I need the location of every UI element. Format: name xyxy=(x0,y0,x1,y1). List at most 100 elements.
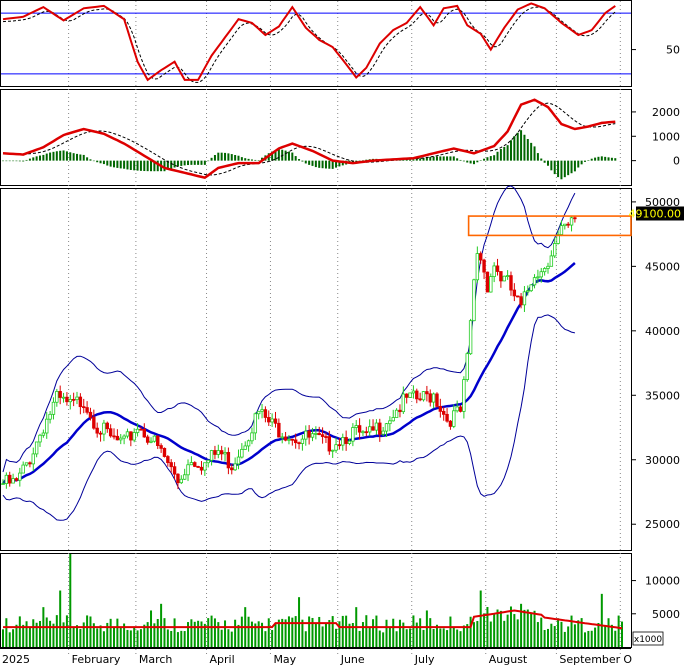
macd-histogram-bar xyxy=(469,160,472,164)
candle-body xyxy=(330,449,335,452)
candle-body xyxy=(293,439,298,444)
macd-histogram-bar xyxy=(119,160,122,169)
candle-body xyxy=(85,407,89,413)
candle-body xyxy=(21,464,25,474)
macd-histogram-bar xyxy=(590,158,593,161)
volume-panel-frame xyxy=(0,553,632,648)
macd-histogram-bar xyxy=(96,160,99,163)
volume-bar xyxy=(119,627,122,647)
candle-body xyxy=(11,478,15,484)
volume-bar xyxy=(452,627,455,647)
macd-histogram-bar xyxy=(318,160,321,168)
candle-body xyxy=(324,436,328,438)
volume-bar xyxy=(39,620,42,647)
candle-body xyxy=(519,296,523,306)
macd-histogram-bar xyxy=(604,156,607,161)
volume-bar xyxy=(476,621,479,647)
macd-histogram-bar xyxy=(230,154,233,161)
candle-body xyxy=(482,259,486,273)
axes: 50 0 1000 2000 25000 30000 35000 40000 45000 5000… xyxy=(2,44,684,666)
volume-bar xyxy=(86,615,89,647)
volume-bar xyxy=(217,622,220,647)
volume-bar xyxy=(560,621,563,647)
volume-bar xyxy=(183,631,186,647)
candle-body xyxy=(509,275,513,291)
volume-bar xyxy=(22,624,25,647)
volume-bar xyxy=(45,617,48,647)
macd-histogram-bar xyxy=(573,160,576,172)
candle-body xyxy=(18,472,22,481)
macd-histogram-bar xyxy=(271,151,274,161)
candle-body xyxy=(489,276,493,293)
macd-histogram-bar xyxy=(203,160,206,165)
macd-histogram-bar xyxy=(35,156,38,161)
volume-bar xyxy=(553,626,556,647)
volume-bar xyxy=(32,619,35,647)
candle-body xyxy=(307,430,311,438)
candle-body xyxy=(169,462,173,468)
volume-bar xyxy=(621,621,623,647)
candle-body xyxy=(230,467,234,471)
volume-bar xyxy=(520,603,523,647)
panel-frames xyxy=(0,0,632,649)
candle-body xyxy=(273,418,278,424)
macd-histogram-bar xyxy=(173,160,176,168)
candle-body xyxy=(119,437,123,441)
candle-body xyxy=(391,417,395,422)
volume-bar xyxy=(72,627,75,647)
macd-histogram-bar xyxy=(456,158,459,161)
candle-body xyxy=(465,353,469,381)
last-price-label: 49100.00 xyxy=(629,207,682,220)
volume-bar xyxy=(415,622,418,647)
candle-body xyxy=(381,430,385,435)
macd-histogram-bar xyxy=(358,160,361,162)
macd-histogram-bar xyxy=(92,160,95,162)
volume-bar xyxy=(277,619,280,647)
candle-body xyxy=(539,271,543,278)
candle-body xyxy=(240,448,244,458)
candle-body xyxy=(112,435,116,438)
candle-body xyxy=(206,459,210,464)
macd-histogram-bar xyxy=(109,160,112,167)
candle-body xyxy=(92,416,96,429)
candle-body xyxy=(98,432,103,435)
volume-bar xyxy=(324,622,327,647)
candle-body xyxy=(196,466,200,468)
macd-histogram-bar xyxy=(32,157,35,161)
macd-histogram-bar xyxy=(298,159,301,161)
macd-histogram-bar xyxy=(69,152,72,161)
volume-bar xyxy=(203,623,206,647)
macd-histogram-bar xyxy=(170,160,173,169)
volume-bar xyxy=(180,630,183,647)
macd-histogram-bar xyxy=(42,154,45,161)
candle-body xyxy=(411,390,416,394)
volume-bar xyxy=(435,624,438,647)
candle-body xyxy=(48,413,52,420)
volume-bar xyxy=(385,619,388,647)
macd-histogram-bar xyxy=(308,160,311,165)
macd-histogram-bar xyxy=(607,157,610,161)
volume-bar xyxy=(287,616,290,647)
candle-body xyxy=(418,398,422,401)
macd-histogram-bar xyxy=(546,160,549,166)
volume-bar xyxy=(590,630,593,647)
volume-bar xyxy=(25,621,28,647)
candle-body xyxy=(357,425,362,433)
macd-histogram-bar xyxy=(126,160,129,170)
volume-bar xyxy=(15,624,18,647)
volume-bar xyxy=(509,606,512,647)
candle-body xyxy=(559,225,564,235)
macd-histogram-bar xyxy=(183,160,186,166)
volume-bar xyxy=(234,619,237,647)
macd-histogram-bar xyxy=(536,153,539,161)
macd-histogram-bar xyxy=(39,155,42,161)
macd-histogram-bar xyxy=(116,160,119,168)
macd-histogram-bar xyxy=(314,160,317,168)
macd-histogram-bar xyxy=(79,154,82,161)
volume-average-line xyxy=(3,609,623,630)
volume-bar xyxy=(274,623,277,647)
macd-histogram-bar xyxy=(597,156,600,161)
volume-bar xyxy=(419,618,422,647)
candle-body xyxy=(172,466,177,475)
macd-histogram-bar xyxy=(405,159,408,161)
